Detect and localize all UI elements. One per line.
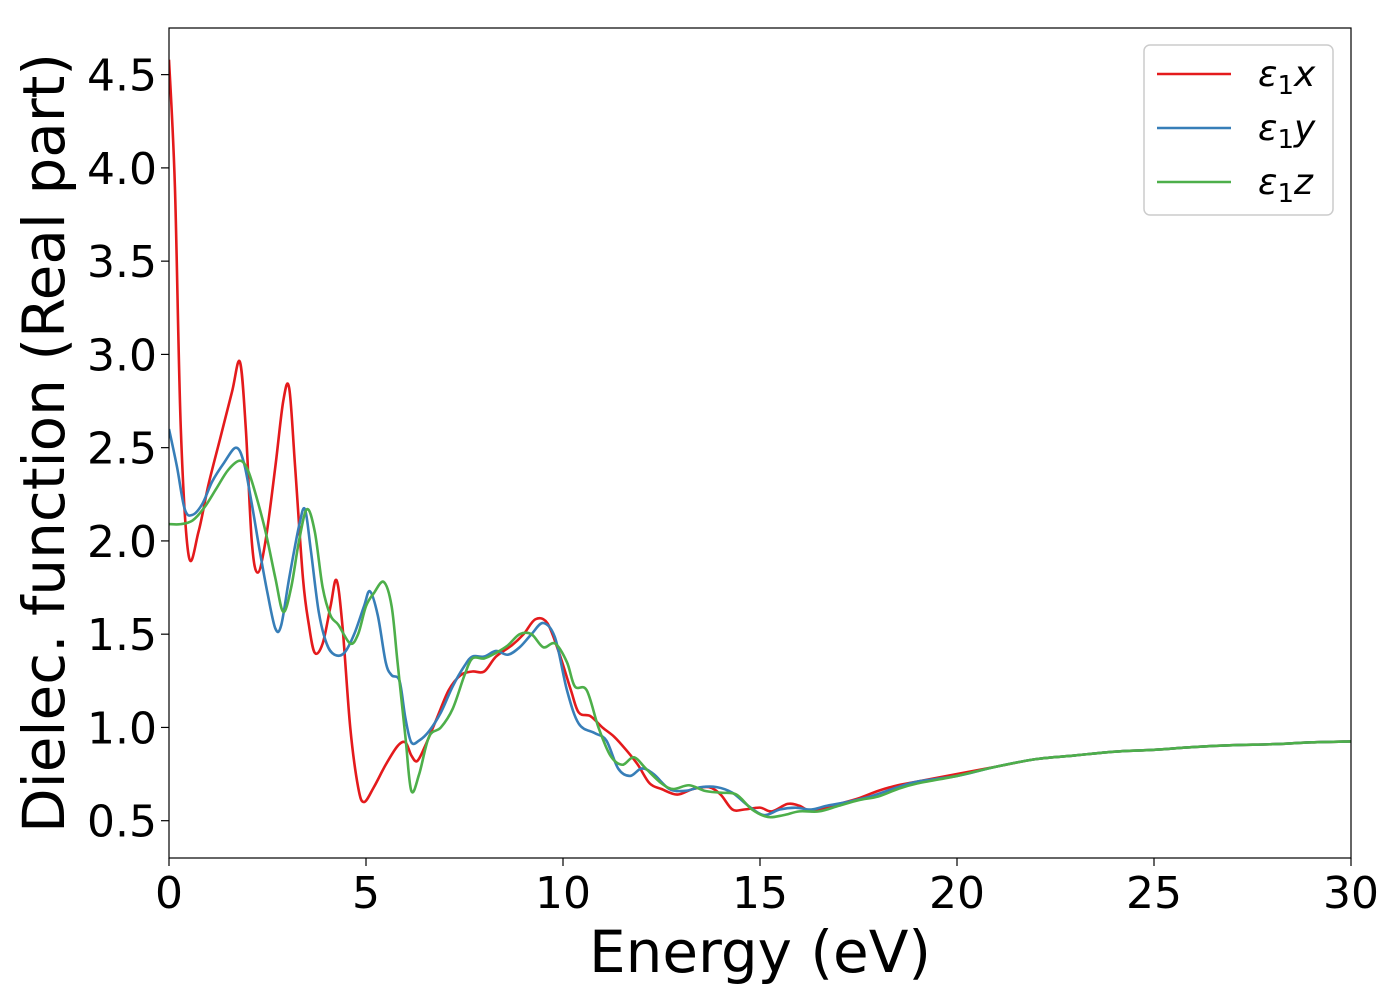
x-tick-label: 25 [1126, 868, 1182, 919]
legend-variable: z [1293, 162, 1314, 203]
y-axis-label: Dielec. function (Real part) [10, 53, 78, 833]
legend-label-eps1z: ε1z [1258, 162, 1314, 209]
y-tick-label: 0.5 [87, 797, 157, 848]
y-tick-label: 4.0 [87, 144, 157, 195]
legend-variable: x [1293, 54, 1316, 95]
x-axis-label: Energy (eV) [589, 918, 931, 986]
series-line-eps1z [169, 459, 1351, 819]
legend-subscript: 1 [1277, 179, 1294, 209]
legend-label-eps1x: ε1x [1258, 54, 1316, 101]
y-axis: 0.5 1.0 1.5 2.0 2.5 3.0 3.5 4.0 4.5 [87, 51, 169, 848]
legend-symbol: ε [1258, 162, 1277, 203]
y-tick-label: 4.5 [87, 51, 157, 102]
legend-symbol: ε [1258, 108, 1277, 149]
legend-subscript: 1 [1277, 125, 1294, 155]
y-tick-label: 3.5 [87, 237, 157, 288]
legend-variable: y [1293, 108, 1316, 149]
series-line-eps1y [169, 428, 1351, 817]
x-tick-label: 10 [535, 868, 591, 919]
x-tick-label: 15 [732, 868, 788, 919]
series-layer [169, 59, 1351, 819]
legend-symbol: ε [1258, 54, 1277, 95]
legend-label-eps1y: ε1y [1258, 108, 1316, 155]
x-axis: 0 5 10 15 20 25 30 [155, 858, 1379, 919]
y-tick-label: 3.0 [87, 330, 157, 381]
y-tick-label: 1.5 [87, 610, 157, 661]
y-tick-label: 2.5 [87, 424, 157, 475]
legend-frame [1143, 44, 1334, 216]
y-tick-label: 1.0 [87, 703, 157, 754]
x-tick-label: 30 [1323, 868, 1379, 919]
x-tick-label: 5 [352, 868, 380, 919]
x-tick-label: 0 [155, 868, 183, 919]
y-tick-label: 2.0 [87, 517, 157, 568]
x-tick-label: 20 [929, 868, 985, 919]
legend-subscript: 1 [1277, 71, 1294, 101]
